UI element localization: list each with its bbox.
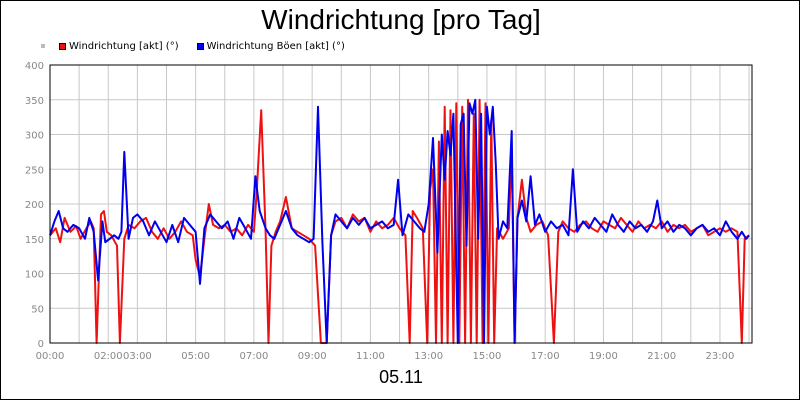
series-line-1	[49, 98, 750, 344]
y-tick-label: 250	[25, 165, 44, 176]
x-tick-label: 00:00	[36, 351, 65, 362]
series-line-2	[49, 98, 750, 344]
y-tick-label: 0	[38, 339, 44, 350]
x-tick-label: 17:00	[531, 351, 560, 362]
x-axis-label: 05.11	[379, 367, 423, 387]
x-tick-label: 03:00	[123, 351, 152, 362]
y-tick-label: 150	[25, 235, 44, 246]
legend-label-series-1: Windrichtung [akt] (°)	[69, 40, 179, 52]
y-tick-label: 400	[25, 61, 44, 72]
y-tick-label: 200	[25, 200, 44, 211]
y-tick-label: 350	[25, 96, 44, 107]
legend-label-series-2: Windrichtung Böen [akt] (°)	[206, 40, 345, 52]
x-tick-label: 02:00	[94, 351, 123, 362]
legend-marker-icon	[41, 44, 45, 48]
x-tick-label: 09:00	[298, 351, 327, 362]
x-tick-label: 23:00	[706, 351, 735, 362]
chart-title: Windrichtung [pro Tag]	[261, 4, 541, 35]
plot-border	[49, 64, 753, 344]
y-tick-label: 300	[25, 131, 44, 142]
x-tick-label: 15:00	[473, 351, 502, 362]
x-tick-label: 11:00	[356, 351, 385, 362]
y-tick-label: 50	[31, 304, 44, 315]
y-tick-label: 100	[25, 270, 44, 281]
x-tick-label: 13:00	[414, 351, 443, 362]
legend-item-series-2: Windrichtung Böen [akt] (°)	[196, 40, 345, 52]
x-tick-label: 21:00	[647, 351, 676, 362]
legend-swatch-series-1	[59, 42, 66, 50]
legend-swatch-series-2	[196, 42, 204, 50]
chart-legend: Windrichtung [akt] (°) Windrichtung Böen…	[41, 39, 363, 53]
legend-item-series-1: Windrichtung [akt] (°)	[59, 41, 179, 52]
x-tick-label: 05:00	[181, 351, 210, 362]
x-tick-label: 07:00	[239, 351, 268, 362]
x-tick-label: 19:00	[589, 351, 618, 362]
